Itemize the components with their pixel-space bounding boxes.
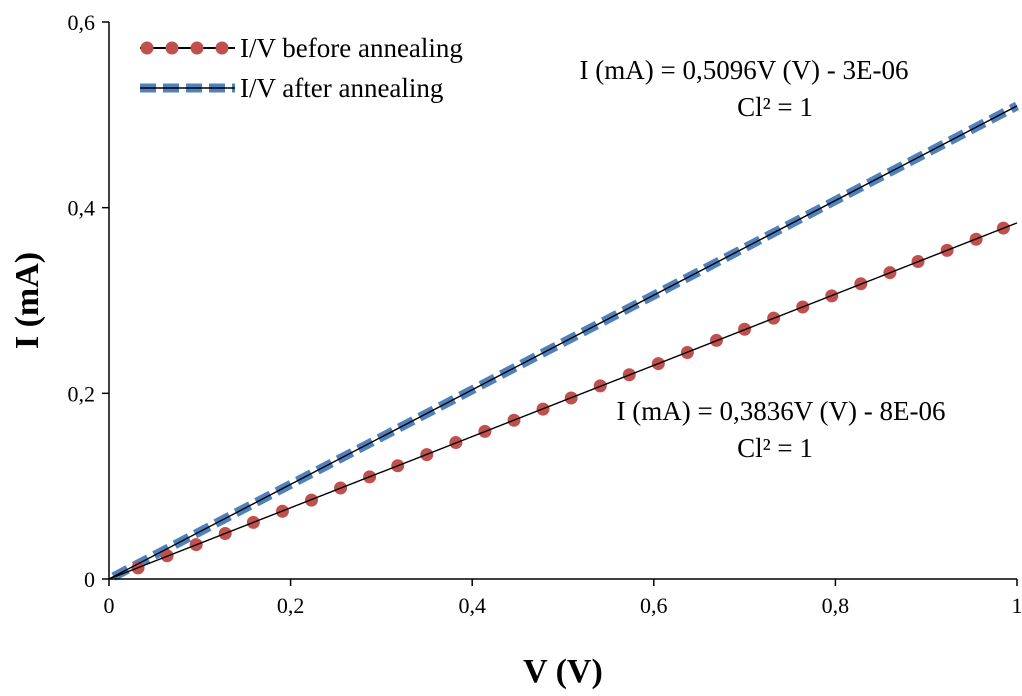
y-tick-label: 0,2 (68, 381, 96, 406)
legend-marker-before (216, 42, 229, 55)
x-tick-label: 0,6 (640, 593, 668, 618)
legend-marker-before (141, 42, 154, 55)
x-tick-label: 0,4 (458, 593, 486, 618)
equation-annotation: Cl² = 1 (737, 92, 813, 122)
equation-annotation: I (mA) = 0,3836V (V) - 8E-06 (617, 396, 946, 426)
equation-annotation: I (mA) = 0,5096V (V) - 3E-06 (580, 55, 909, 85)
annotations: I (mA) = 0,5096V (V) - 3E-06 Cl² = 1 I (mA… (580, 55, 946, 463)
y-tick-label: 0 (84, 567, 95, 592)
x-tick-label: 0,8 (822, 593, 850, 618)
y-tick-label: 0,6 (68, 10, 96, 35)
trendline (109, 106, 1017, 579)
y-axis-title: I (mA) (9, 252, 46, 349)
trendlines-top (109, 106, 1017, 579)
equation-annotation: Cl² = 1 (737, 433, 813, 463)
legend: I/V before annealing I/V after annealing (140, 33, 463, 103)
y-tick-label: 0,4 (68, 196, 96, 221)
x-tick-label: 0 (104, 593, 115, 618)
x-axis-title: V (V) (523, 653, 603, 690)
legend-marker-before (166, 42, 179, 55)
legend-label-before: I/V before annealing (240, 33, 463, 63)
x-tick-label: 0,2 (277, 593, 305, 618)
axes (109, 22, 1017, 579)
legend-label-after: I/V after annealing (240, 73, 443, 103)
x-tick-label: 1 (1012, 593, 1022, 618)
legend-marker-before (191, 42, 204, 55)
